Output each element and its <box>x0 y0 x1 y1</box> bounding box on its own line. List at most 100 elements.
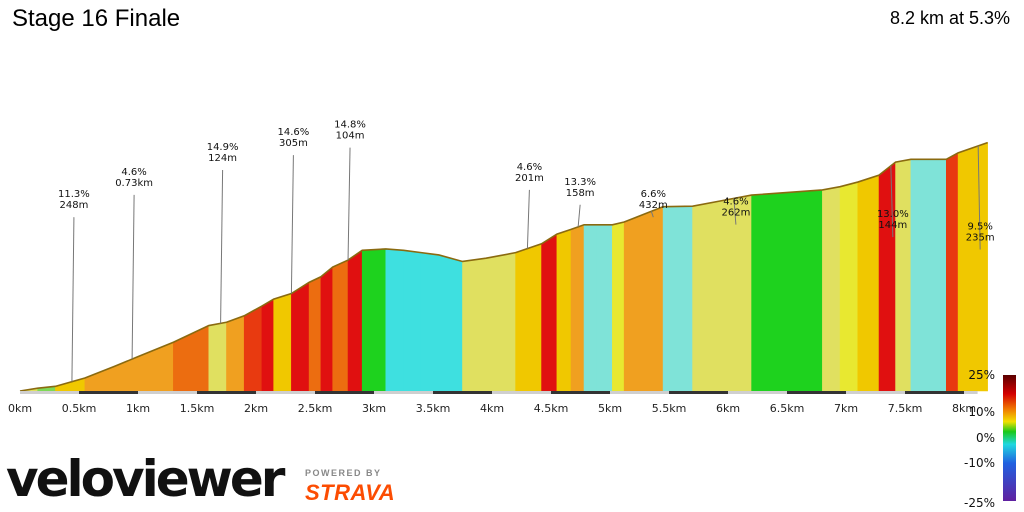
profile-segment <box>420 252 440 392</box>
profile-segment <box>438 254 463 392</box>
profile-segment <box>895 158 912 392</box>
x-tick-label: 3.5km <box>416 402 451 415</box>
profile-segment <box>320 266 334 392</box>
profile-segment <box>822 186 841 392</box>
annotation-grade: 14.9% <box>207 142 239 153</box>
annotation-distance: 104m <box>336 131 365 142</box>
x-tick-label: 2.5km <box>298 402 333 415</box>
annotation-distance: 158m <box>566 188 595 199</box>
x-tick-label: 3km <box>362 402 386 415</box>
powered-by-label: POWERED BY <box>305 468 382 478</box>
profile-segment <box>878 161 896 392</box>
profile-segment <box>556 229 572 392</box>
annotation-grade: 13.3% <box>564 177 596 188</box>
annotation-leader <box>220 169 224 324</box>
strava-logo: STRAVA <box>305 480 396 505</box>
profile-segment <box>721 194 752 392</box>
annotation-leader <box>890 165 894 238</box>
veloviewer-logo: veloviewer <box>6 450 289 508</box>
annotation-distance: 235m <box>966 232 995 243</box>
svg-text:veloviewer: veloviewer <box>6 450 286 508</box>
profile-segment <box>208 321 227 392</box>
profile-segment <box>910 159 947 392</box>
scale-label-10: 10% <box>968 405 995 419</box>
annotation-leader <box>577 204 581 227</box>
profile-segment <box>226 315 245 392</box>
profile-segment <box>273 293 292 392</box>
annotation-distance: 201m <box>515 173 544 184</box>
annotation-grade: 13.0% <box>877 209 909 220</box>
profile-segments <box>19 141 988 392</box>
profile-segment <box>308 276 322 392</box>
profile-segment <box>385 248 404 392</box>
annotation-leader <box>290 155 294 294</box>
annotation-grade: 4.6% <box>723 197 748 208</box>
annotation-leader <box>347 147 351 261</box>
x-tick-label: 1km <box>126 402 150 415</box>
annotation-distance: 0.73km <box>115 178 153 189</box>
x-tick-label: 1.5km <box>180 402 215 415</box>
annotation-distance: 305m <box>279 138 308 149</box>
annotation-grade: 14.6% <box>278 127 310 138</box>
annotation-leader <box>526 189 530 249</box>
climb-summary: 8.2 km at 5.3% <box>889 8 1010 28</box>
annotation-distance: 144m <box>878 220 907 231</box>
annotation-leader <box>71 217 75 382</box>
profile-segment <box>839 181 859 392</box>
annotation-grade: 6.6% <box>641 189 666 200</box>
profile-segment <box>403 249 422 392</box>
scale-label-25: 25% <box>968 368 995 382</box>
annotation-leader <box>977 145 981 250</box>
profile-segment <box>570 224 585 392</box>
profile-segment <box>173 325 210 392</box>
profile-segment <box>462 257 487 392</box>
x-tick-label: 6.5km <box>770 402 805 415</box>
profile-segment <box>515 243 542 392</box>
profile-segment <box>361 248 387 392</box>
profile-segment <box>243 305 263 392</box>
profile-segment <box>347 249 363 392</box>
x-tick-label: 5km <box>598 402 622 415</box>
annotation-leader <box>733 198 737 225</box>
scale-label-minus10: -10% <box>964 456 995 470</box>
profile-segment <box>662 205 693 392</box>
x-tick-label: 0km <box>8 402 32 415</box>
x-tick-label: 0.5km <box>62 402 97 415</box>
x-tick-label: 5.5km <box>652 402 687 415</box>
annotation-leader <box>131 194 135 360</box>
profile-segment <box>945 152 959 392</box>
x-axis: 0km 0.5km 1km 1.5km 2km 2.5km 3km 3.5km 4km 4.5km… <box>8 391 978 415</box>
profile-segment <box>623 206 664 392</box>
profile-segment <box>291 281 310 392</box>
profile-outline <box>19 141 988 392</box>
annotation-distance: 248m <box>60 200 89 211</box>
profile-segment <box>595 224 613 392</box>
profile-segment <box>541 233 558 392</box>
annotation-distance: 262m <box>721 208 750 219</box>
profile-segment <box>261 298 275 392</box>
x-tick-label: 8km <box>952 402 976 415</box>
x-tick-label: 2km <box>244 402 268 415</box>
x-tick-label: 4km <box>480 402 504 415</box>
scale-label-0: 0% <box>976 431 995 445</box>
annotation-grade: 9.5% <box>967 221 992 232</box>
climb-annotations: 11.3%248m4.6%0.73km14.9%124m14.6%305m14.… <box>58 120 995 382</box>
annotation-grade: 14.8% <box>334 120 366 131</box>
profile-segment <box>857 174 880 392</box>
chart-title: Stage 16 Finale <box>12 5 181 32</box>
profile-segment <box>751 189 823 392</box>
annotation-grade: 4.6% <box>121 167 146 178</box>
profile-segment <box>485 252 516 392</box>
scale-label-minus25: -25% <box>964 496 995 510</box>
annotation-grade: 4.6% <box>517 162 542 173</box>
annotation-grade: 11.3% <box>58 189 90 200</box>
x-tick-label: 7km <box>834 402 858 415</box>
profile-segment <box>583 224 597 392</box>
annotation-leader <box>650 211 654 218</box>
x-tick-label: 4.5km <box>534 402 569 415</box>
x-tick-label: 6km <box>716 402 740 415</box>
annotation-distance: 432m <box>639 200 668 211</box>
profile-segment <box>612 221 625 392</box>
profile-segment <box>692 200 723 392</box>
